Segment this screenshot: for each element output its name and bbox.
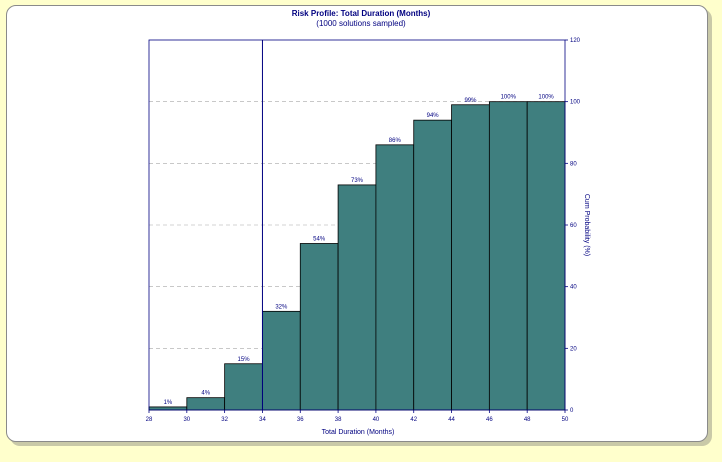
y-tick-label: 0 (570, 408, 574, 414)
x-tick-label: 38 (335, 417, 342, 423)
histogram-bar (262, 310, 301, 411)
chart-titles: Risk Profile: Total Duration (Months) (1… (0, 9, 722, 29)
x-tick-label: 34 (259, 417, 266, 423)
y-tick-label: 40 (570, 285, 577, 291)
y-axis-label: Cum Probability (%) (583, 194, 590, 256)
chart-subtitle: (1000 solutions sampled) (316, 19, 406, 28)
histogram-bar (148, 406, 188, 411)
histogram-bar (337, 184, 377, 411)
histogram-bar (413, 119, 452, 411)
axes: 28 30 32 34 36 38 40 42 44 46 48 500 20 40 60 80 100 120 (146, 38, 581, 423)
data-label: 54% (313, 237, 326, 243)
histogram-bar (488, 101, 528, 411)
data-label: 86% (389, 138, 402, 144)
histogram-bar (526, 101, 566, 411)
data-label: 100% (538, 95, 554, 101)
x-tick-label: 48 (524, 417, 531, 423)
data-label: 4% (201, 391, 210, 397)
y-tick-label: 80 (570, 161, 577, 167)
histogram-bars (148, 101, 566, 411)
data-label: 15% (238, 357, 251, 363)
y-tick-label: 100 (570, 100, 581, 106)
data-label: 1% (164, 400, 173, 406)
x-tick-label: 46 (486, 417, 493, 423)
histogram-bar (186, 397, 226, 411)
x-axis-label: Total Duration (Months) (322, 429, 395, 436)
y-tick-label: 120 (570, 38, 581, 44)
x-tick-label: 40 (373, 417, 380, 423)
x-tick-label: 50 (562, 417, 569, 423)
data-label: 99% (464, 98, 477, 104)
data-label: 94% (427, 113, 440, 119)
y-tick-label: 20 (570, 346, 577, 352)
data-labels: 1% 4% 15% 32% 54% 73% 86% 94% 99% 100% 100% (164, 95, 555, 406)
histogram-bar (375, 144, 415, 411)
x-tick-label: 36 (297, 417, 304, 423)
x-tick-label: 44 (448, 417, 455, 423)
histogram-bar (299, 243, 339, 411)
data-label: 32% (275, 304, 288, 310)
x-tick-label: 28 (146, 417, 153, 423)
data-label: 100% (501, 95, 517, 101)
x-tick-label: 32 (221, 417, 228, 423)
chart-title: Risk Profile: Total Duration (Months) (291, 9, 431, 18)
histogram-bar (224, 363, 263, 411)
x-tick-label: 42 (410, 417, 417, 423)
histogram-bar (451, 104, 490, 411)
y-tick-label: 60 (570, 223, 577, 229)
data-label: 73% (351, 178, 364, 184)
x-tick-label: 30 (183, 417, 190, 423)
